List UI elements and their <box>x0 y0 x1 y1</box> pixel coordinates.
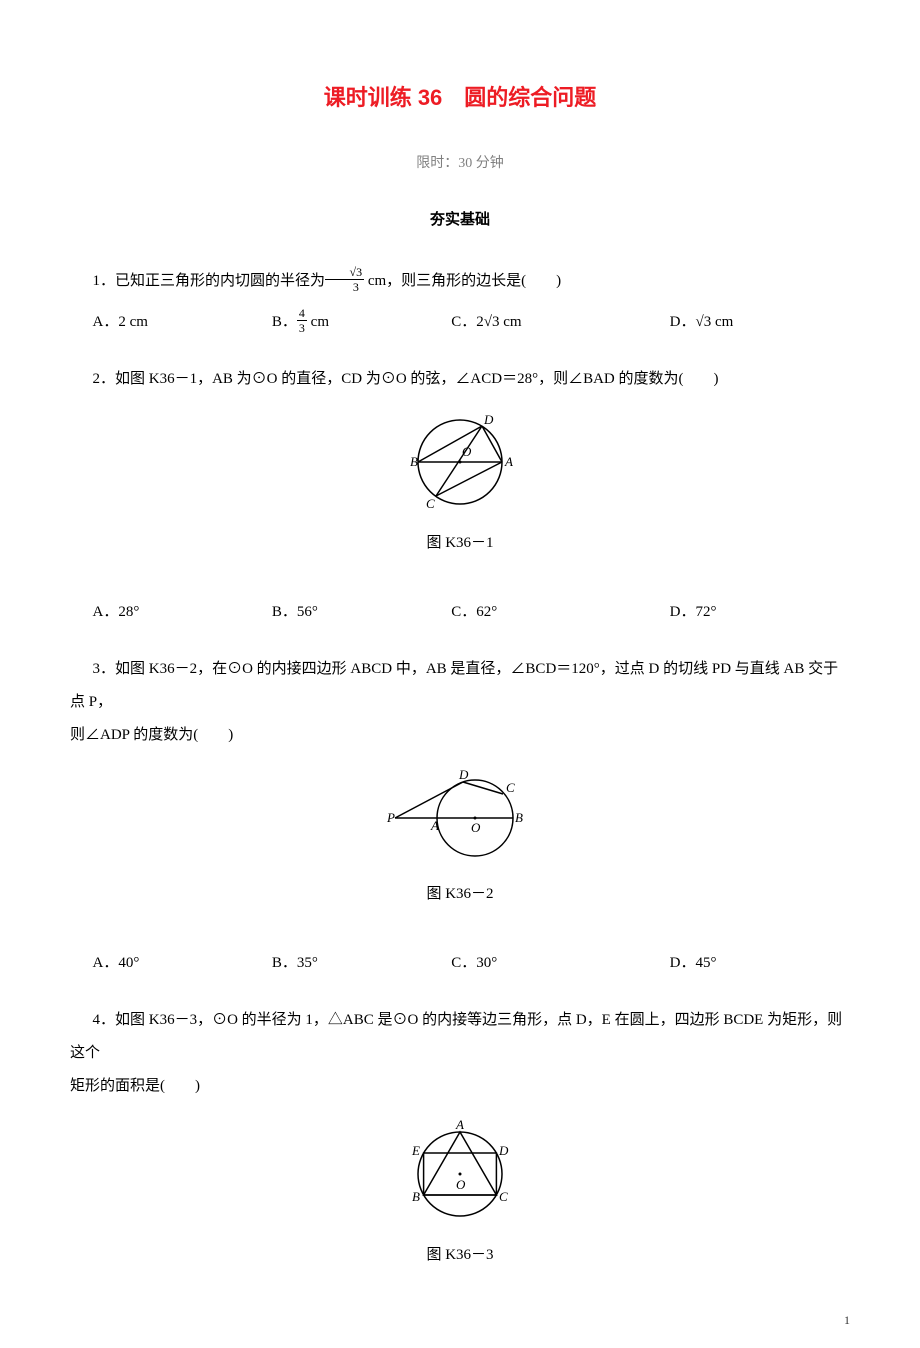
q3-option-c: C．30° <box>451 947 669 980</box>
question-1-options: A．2 cm B．43 cm C．2√3 cm D．√3 cm <box>70 306 850 339</box>
question-4-line2: 矩形的面积是( ) <box>70 1070 850 1103</box>
svg-text:A: A <box>455 1119 464 1132</box>
figure-k36-2-caption: 图 K36－2 <box>70 878 850 911</box>
question-1-text: 1．已知正三角形的内切圆的半径为√33 cm，则三角形的边长是( ) <box>70 265 850 298</box>
q1-prefix: 1．已知正三角形的内切圆的半径为 <box>93 273 326 289</box>
q3-option-d: D．45° <box>670 947 873 980</box>
svg-text:A: A <box>430 818 439 833</box>
question-2-options: A．28° B．56° C．62° D．72° <box>70 596 850 629</box>
q1-option-d: D．√3 cm <box>670 306 873 339</box>
q1-den: 3 <box>325 280 364 293</box>
q2-option-c: C．62° <box>451 596 669 629</box>
q1-option-c: C．2√3 cm <box>451 306 669 339</box>
page-title: 课时训练 36 圆的综合问题 <box>70 80 850 112</box>
question-3-line2: 则∠ADP 的度数为( ) <box>70 719 850 752</box>
q3-option-a: A．40° <box>70 947 272 980</box>
figure-k36-1-caption: 图 K36－1 <box>70 527 850 560</box>
q3-option-b: B．35° <box>272 947 451 980</box>
question-1: 1．已知正三角形的内切圆的半径为√33 cm，则三角形的边长是( ) A．2 c… <box>70 265 850 339</box>
q1-fraction: √33 <box>325 266 364 293</box>
question-3: 3．如图 K36－2，在⊙O 的内接四边形 ABCD 中，AB 是直径，∠BCD… <box>70 653 850 980</box>
page-number: 1 <box>844 1313 850 1328</box>
svg-text:O: O <box>462 444 472 459</box>
q1-b-frac: 43 <box>297 307 307 334</box>
svg-text:E: E <box>411 1143 420 1158</box>
q1-b-num: 4 <box>297 307 307 321</box>
svg-text:B: B <box>515 810 523 825</box>
figure-k36-1-svg: B A D C O <box>400 412 520 517</box>
q1-b-suffix: cm <box>307 314 329 330</box>
figure-k36-1: B A D C O 图 K36－1 <box>70 412 850 560</box>
svg-text:D: D <box>483 412 494 427</box>
q1-suffix: cm，则三角形的边长是( ) <box>364 273 561 289</box>
figure-k36-3-caption: 图 K36－3 <box>70 1239 850 1272</box>
svg-text:O: O <box>471 820 481 835</box>
question-3-line1: 3．如图 K36－2，在⊙O 的内接四边形 ABCD 中，AB 是直径，∠BCD… <box>70 653 850 719</box>
figure-k36-2-svg: P A B D C O <box>385 768 535 868</box>
q1-option-a: A．2 cm <box>70 306 272 339</box>
svg-text:O: O <box>456 1177 466 1192</box>
q1-option-b: B．43 cm <box>272 306 451 339</box>
question-2: 2．如图 K36－1，AB 为⊙O 的直径，CD 为⊙O 的弦，∠ACD＝28°… <box>70 363 850 629</box>
svg-text:C: C <box>426 496 435 511</box>
svg-text:D: D <box>458 768 469 782</box>
figure-k36-3-svg: A B C D E O <box>400 1119 520 1229</box>
svg-text:B: B <box>410 454 418 469</box>
page: 课时训练 36 圆的综合问题 限时：30 分钟 夯实基础 1．已知正三角形的内切… <box>0 0 920 1348</box>
question-3-options: A．40° B．35° C．30° D．45° <box>70 947 850 980</box>
figure-k36-3: A B C D E O 图 K36－3 <box>70 1119 850 1272</box>
q1-num: √3 <box>325 266 364 280</box>
svg-text:D: D <box>498 1143 509 1158</box>
svg-text:B: B <box>412 1189 420 1204</box>
figure-k36-2: P A B D C O 图 K36－2 <box>70 768 850 911</box>
q2-option-d: D．72° <box>670 596 873 629</box>
question-4: 4．如图 K36－3，⊙O 的半径为 1，△ABC 是⊙O 的内接等边三角形，点… <box>70 1004 850 1272</box>
svg-text:A: A <box>504 454 513 469</box>
svg-text:C: C <box>499 1189 508 1204</box>
section-header: 夯实基础 <box>70 208 850 229</box>
time-limit: 限时：30 分钟 <box>70 152 850 172</box>
q1-b-prefix: B． <box>272 314 297 330</box>
q1-b-den: 3 <box>297 321 307 334</box>
question-4-line1: 4．如图 K36－3，⊙O 的半径为 1，△ABC 是⊙O 的内接等边三角形，点… <box>70 1004 850 1070</box>
svg-text:C: C <box>506 780 515 795</box>
q2-option-b: B．56° <box>272 596 451 629</box>
svg-text:P: P <box>386 810 395 825</box>
question-2-text: 2．如图 K36－1，AB 为⊙O 的直径，CD 为⊙O 的弦，∠ACD＝28°… <box>70 363 850 396</box>
q2-option-a: A．28° <box>70 596 272 629</box>
